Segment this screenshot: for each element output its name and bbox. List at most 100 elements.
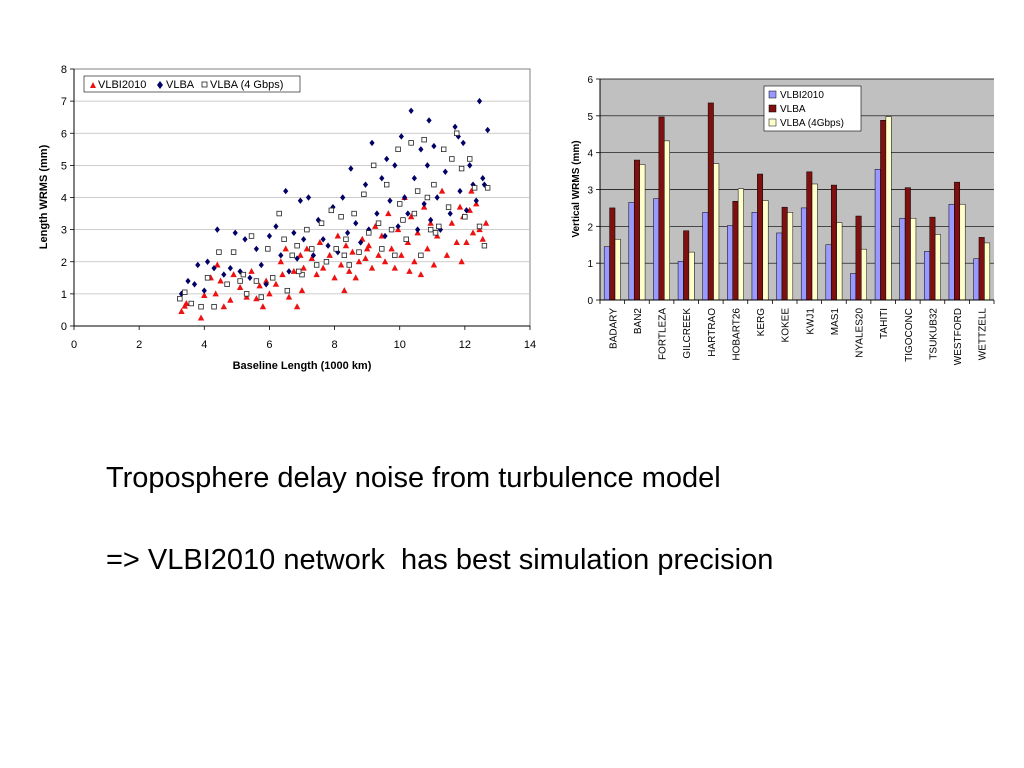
vlbi2010-point <box>456 203 464 210</box>
vlba4-point <box>182 289 188 295</box>
vlbi2010-bar <box>850 273 857 301</box>
vlbi2010-bar <box>776 232 783 301</box>
vlbi2010-point <box>316 238 324 245</box>
vlbi2010-point <box>404 238 412 245</box>
vlba4-point <box>408 140 414 146</box>
bar-y-tick-label: 2 <box>587 222 593 233</box>
vlba-point <box>457 187 463 195</box>
vlba4-point <box>216 249 222 255</box>
vlba4-point <box>471 185 478 191</box>
vlba-point <box>273 223 279 230</box>
vlba-point <box>195 261 201 269</box>
vlba4-bar <box>787 212 794 301</box>
vlba4-legend-label: VLBA (4 Gbps) <box>210 79 283 91</box>
scatter-y-axis-label: Length WRMS (mm) <box>38 144 50 249</box>
vlbi2010-point <box>248 267 255 274</box>
vlba4-point <box>276 210 282 217</box>
vlbi2010-point <box>349 248 356 255</box>
bar-category-label: TIGOCONC <box>904 308 915 362</box>
vlbi2010-point <box>368 264 376 271</box>
vlba-point <box>408 107 414 114</box>
vlbi2010-point <box>381 258 389 265</box>
vlba4-point <box>432 230 439 236</box>
vlbi2010-point <box>479 235 486 242</box>
vlbi2010-point <box>342 242 350 249</box>
vlba4-bar <box>984 242 991 301</box>
vlba4-point <box>269 275 276 281</box>
vlbi2010-point <box>458 258 465 265</box>
vlba4-point <box>370 162 377 169</box>
vlba4-bar <box>688 251 695 301</box>
vlba-bar <box>633 159 640 301</box>
vlba-point <box>395 223 401 230</box>
vlba4-point <box>458 165 465 172</box>
scatter-y-tick-label: 8 <box>61 64 67 76</box>
vlbi2010-point <box>362 255 369 262</box>
scatter-y-tick-label: 0 <box>61 321 67 333</box>
vlbi2010-point <box>433 232 441 239</box>
vlba4-point <box>258 294 264 300</box>
vlba-point <box>476 97 483 105</box>
vlbi2010-point <box>406 267 413 274</box>
vlbi2010-point <box>482 219 490 226</box>
vlba-point <box>480 175 486 182</box>
vlba-point <box>232 229 238 237</box>
vlba4-bar <box>811 183 818 301</box>
vlba-point <box>301 236 307 243</box>
bar-category-label: BAN2 <box>633 308 644 335</box>
vlbi2010-point <box>448 219 456 226</box>
vlbi2010-point <box>197 314 205 321</box>
vlba-point <box>428 216 434 224</box>
vlba4-bar <box>664 140 670 301</box>
vlbi2010-point <box>352 274 359 281</box>
vlbi2010-point <box>201 291 208 298</box>
scatter-y-tick-label: 7 <box>61 96 67 108</box>
vlba-point <box>392 162 398 169</box>
vlbi2010-point <box>227 296 234 303</box>
vlba-bar <box>806 171 813 301</box>
vlbi2010-point <box>355 258 363 265</box>
vlba-point <box>211 264 217 272</box>
vlba4-bar <box>836 222 843 301</box>
vlba4-point <box>230 249 237 255</box>
vlba4-bar-legend-label: VLBA (4Gbps) <box>780 118 844 129</box>
vlbi2010-point <box>398 251 405 258</box>
bar-y-tick-label: 1 <box>587 259 593 270</box>
vlba4-point <box>224 281 230 287</box>
bar-category-label: KERG <box>756 308 767 337</box>
vlbi2010-legend-marker <box>90 82 96 88</box>
vlba-point <box>310 252 316 259</box>
vlbi2010-point <box>443 251 451 258</box>
scatter-y-tick-label: 4 <box>61 193 67 205</box>
vlbi2010-legend-label: VLBI2010 <box>98 79 146 91</box>
vlbi2010-point <box>453 238 460 245</box>
vlba-point <box>411 175 417 182</box>
vlba4-point <box>243 291 250 297</box>
bar-category-label: TSUKUB32 <box>928 308 939 360</box>
vlbi2010-point <box>262 277 270 284</box>
vlba4-point <box>421 136 427 143</box>
vlba4-point <box>204 275 211 281</box>
vlba4-point <box>400 217 406 223</box>
bar-category-label: WESTFORD <box>953 308 964 365</box>
vlba4-point <box>375 220 382 226</box>
vlbi2010-bar <box>702 212 709 301</box>
vlba-point <box>242 236 248 243</box>
vlbi2010-bar <box>628 202 635 301</box>
scatter-x-tick-label: 12 <box>459 339 471 351</box>
vlba4-point <box>177 295 183 302</box>
vlba-point <box>382 232 388 240</box>
vlba-point <box>426 117 432 124</box>
vlba4-point <box>454 130 460 136</box>
bar-y-tick-label: 4 <box>587 149 593 160</box>
vlba-bar-legend-label: VLBA <box>780 104 806 115</box>
vlba4-point <box>356 249 362 255</box>
vlbi2010-point <box>388 245 395 252</box>
vlba4-point <box>294 242 300 249</box>
vlba-legend-label: VLBA <box>166 79 195 91</box>
vlbi2010-point <box>297 251 304 258</box>
vlbi2010-bar <box>800 207 807 301</box>
scatter-y-tick-label: 1 <box>61 289 67 301</box>
bar-y-tick-label: 3 <box>587 186 593 197</box>
vlba-point <box>291 229 297 237</box>
